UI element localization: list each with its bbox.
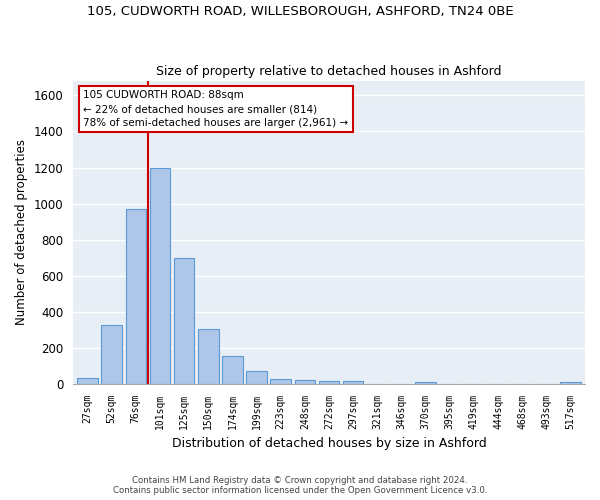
Y-axis label: Number of detached properties: Number of detached properties bbox=[15, 140, 28, 326]
Bar bbox=[198, 329, 218, 384]
Bar bbox=[101, 325, 122, 384]
Bar bbox=[295, 380, 315, 384]
Bar bbox=[77, 378, 98, 384]
Bar bbox=[319, 381, 339, 384]
Bar bbox=[415, 382, 436, 384]
Bar bbox=[247, 371, 267, 384]
Title: Size of property relative to detached houses in Ashford: Size of property relative to detached ho… bbox=[156, 66, 502, 78]
Text: 105 CUDWORTH ROAD: 88sqm
← 22% of detached houses are smaller (814)
78% of semi-: 105 CUDWORTH ROAD: 88sqm ← 22% of detach… bbox=[83, 90, 349, 128]
Bar bbox=[560, 382, 581, 384]
Text: Contains HM Land Registry data © Crown copyright and database right 2024.
Contai: Contains HM Land Registry data © Crown c… bbox=[113, 476, 487, 495]
Bar bbox=[343, 381, 364, 384]
Bar bbox=[125, 209, 146, 384]
Bar bbox=[222, 356, 242, 384]
X-axis label: Distribution of detached houses by size in Ashford: Distribution of detached houses by size … bbox=[172, 437, 487, 450]
Bar bbox=[150, 168, 170, 384]
Bar bbox=[174, 258, 194, 384]
Bar bbox=[271, 378, 291, 384]
Text: 105, CUDWORTH ROAD, WILLESBOROUGH, ASHFORD, TN24 0BE: 105, CUDWORTH ROAD, WILLESBOROUGH, ASHFO… bbox=[86, 5, 514, 18]
